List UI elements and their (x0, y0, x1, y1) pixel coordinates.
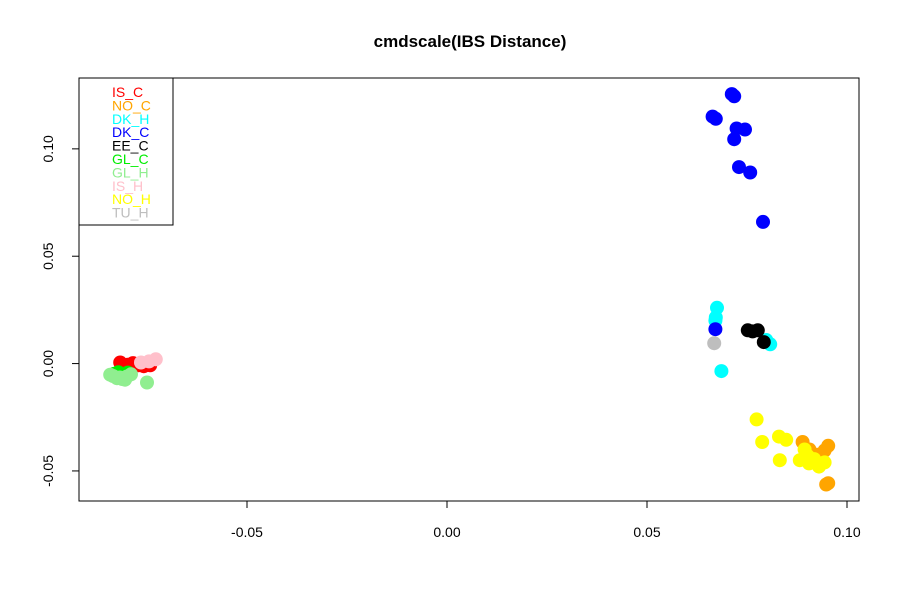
data-point (142, 354, 156, 369)
plot-frame (78, 77, 860, 502)
data-point (738, 122, 752, 137)
legend-label: TU_H (112, 205, 149, 221)
data-point (772, 453, 787, 468)
legend-label: NO_H (112, 191, 151, 207)
data-point (743, 165, 758, 180)
legend-label: GL_C (112, 151, 149, 167)
x-tick-label: 0.05 (633, 524, 660, 540)
data-point (821, 438, 836, 453)
legend: IS_CNO_CDK_HDK_CEE_CGL_CGL_HIS_HNO_HTU_H (78, 77, 174, 226)
data-point (756, 214, 770, 229)
legend-label: IS_H (112, 178, 143, 194)
data-point (727, 89, 742, 104)
chart-title: cmdscale(IBS Distance) (374, 32, 567, 51)
data-point (714, 364, 729, 379)
data-point (707, 336, 722, 351)
legend-label: EE_C (112, 138, 149, 154)
data-point (118, 372, 132, 387)
data-point (779, 432, 794, 447)
y-tick-label: 0.05 (40, 242, 56, 269)
y-tick-label: 0.00 (40, 350, 56, 377)
data-point (821, 476, 836, 491)
data-point (802, 456, 816, 471)
legend-label: DK_H (112, 111, 149, 127)
data-point (749, 412, 764, 427)
y-tick-label: 0.10 (40, 135, 56, 162)
data-point (817, 455, 832, 470)
data-point (756, 335, 771, 350)
data-point (708, 322, 723, 337)
y-tick-label: -0.05 (40, 455, 56, 487)
y-axis: -0.05 0.00 0.05 0.10 (40, 135, 80, 487)
legend-label: GL_H (112, 164, 149, 180)
data-point (140, 375, 154, 390)
data-points (103, 87, 836, 492)
x-tick-label: 0.10 (833, 524, 860, 540)
legend-label: NO_C (112, 97, 151, 113)
data-point (708, 310, 723, 325)
legend-label: DK_C (112, 124, 149, 140)
x-tick-label: 0.00 (433, 524, 460, 540)
legend-label: IS_C (112, 84, 143, 100)
data-point (745, 324, 760, 339)
data-point (755, 435, 770, 449)
legend-box (78, 77, 174, 226)
x-axis: -0.05 0.00 0.05 0.10 (231, 500, 861, 540)
data-point (708, 111, 723, 126)
x-tick-label: -0.05 (231, 524, 263, 540)
data-point (732, 160, 746, 175)
data-point (727, 132, 742, 147)
